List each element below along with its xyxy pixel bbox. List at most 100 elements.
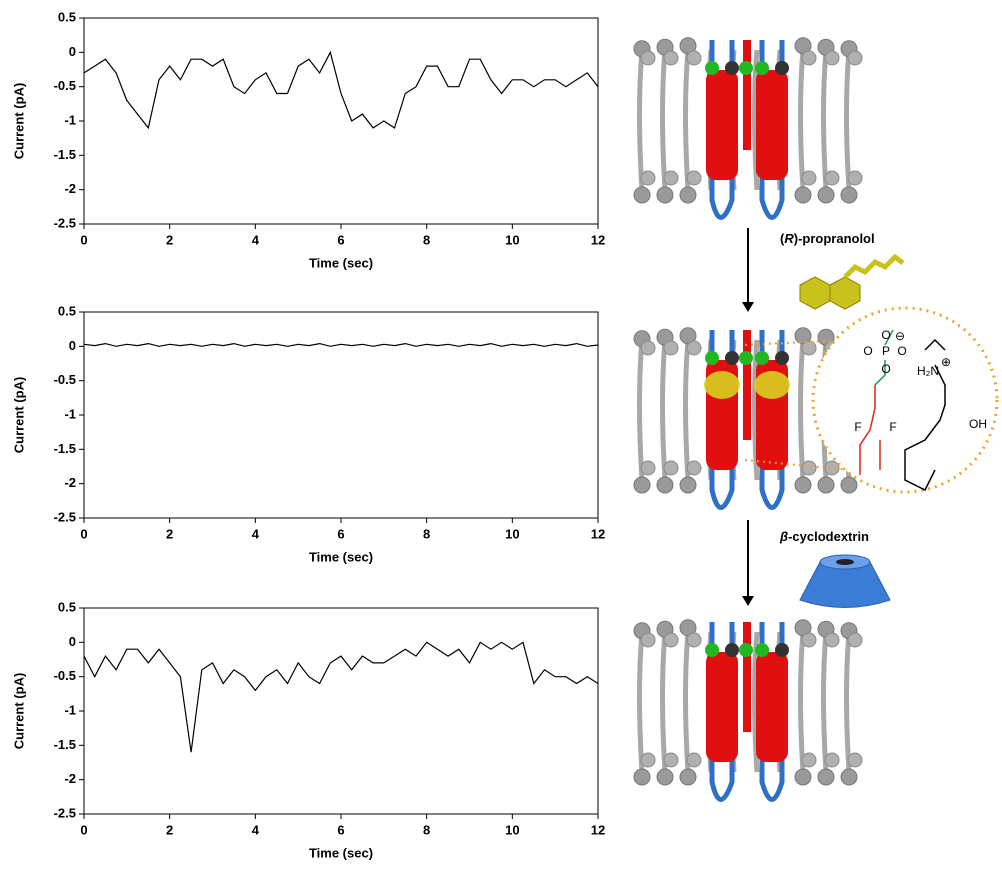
- propranolol-chain: [843, 253, 905, 279]
- lipid-head: [794, 768, 812, 786]
- lipid-tail: [844, 49, 852, 191]
- lipid-head: [847, 632, 863, 648]
- lipid-tail: [798, 631, 806, 773]
- ring-atom: [755, 351, 769, 365]
- ring-atom: [755, 61, 769, 75]
- y-tick-label: -2.5: [54, 805, 76, 820]
- x-tick-label: 2: [166, 822, 173, 837]
- y-tick-label: -0.5: [54, 668, 76, 683]
- y-tick-label: -1: [64, 702, 76, 717]
- lipid-tail: [637, 631, 645, 773]
- propranolol: [799, 276, 861, 310]
- protein-loop: [759, 40, 785, 220]
- x-tick-label: 8: [423, 232, 430, 247]
- lipid-head: [686, 632, 702, 648]
- ring-atom: [775, 61, 789, 75]
- protein-core: [756, 70, 788, 180]
- x-tick-label: 0: [80, 232, 87, 247]
- x-tick-label: 10: [505, 822, 519, 837]
- protein-loop: [759, 622, 785, 802]
- bound-drug: [754, 371, 790, 399]
- lipid-head: [824, 752, 840, 768]
- ring-atom: [725, 643, 739, 657]
- lipid-head: [640, 50, 656, 66]
- plot-frame: [83, 311, 599, 519]
- y-tick-label: -0.5: [54, 372, 76, 387]
- lipid-tail: [683, 631, 691, 773]
- atom-label: P: [882, 344, 890, 358]
- lipid-head: [840, 186, 858, 204]
- bond-black: [904, 338, 946, 492]
- step-label: β-cyclodextrin: [779, 529, 869, 544]
- label-part: (: [780, 231, 785, 246]
- lipid-tail: [660, 631, 668, 773]
- lipid-head: [633, 186, 651, 204]
- protein-loop: [759, 330, 785, 510]
- lipid-head: [847, 50, 863, 66]
- lipid-tail: [752, 49, 760, 191]
- atom-label: F: [889, 420, 896, 434]
- lipid-head: [686, 752, 702, 768]
- lipid-head: [663, 460, 679, 476]
- bond-red: [859, 385, 881, 475]
- trace: [83, 50, 599, 130]
- lipid-head: [817, 476, 835, 494]
- x-tick-label: 4: [252, 822, 260, 837]
- y-tick-label: -1.5: [54, 147, 76, 162]
- y-tick-label: -2: [64, 771, 76, 786]
- lipid-head: [679, 476, 697, 494]
- lipid-head: [640, 632, 656, 648]
- y-tick-label: 0: [69, 338, 76, 353]
- lipid-tail: [683, 339, 691, 481]
- atom-label: O: [881, 328, 890, 342]
- lipid-head: [640, 460, 656, 476]
- lipid-tail: [798, 339, 806, 481]
- lipid-head: [824, 170, 840, 186]
- x-tick-label: 10: [505, 232, 519, 247]
- x-tick-label: 8: [423, 526, 430, 541]
- atom-label: ⊕: [941, 355, 951, 369]
- x-tick-label: 0: [80, 822, 87, 837]
- y-axis-label: Current (pA): [11, 377, 26, 454]
- x-tick-label: 6: [337, 232, 344, 247]
- y-tick-label: 0: [69, 634, 76, 649]
- y-tick-label: 0.5: [58, 599, 76, 614]
- ring-atom: [725, 351, 739, 365]
- atom-label: H₂N: [917, 364, 939, 378]
- lipid-head: [663, 632, 679, 648]
- lipid-head: [686, 50, 702, 66]
- y-tick-label: -2: [64, 475, 76, 490]
- y-tick-label: -1: [64, 112, 76, 127]
- lipid-tail: [752, 631, 760, 773]
- x-tick-label: 4: [252, 232, 260, 247]
- pore-center: [743, 330, 751, 440]
- atom-label: OH: [969, 417, 987, 431]
- lipid-head: [794, 476, 812, 494]
- x-tick-label: 6: [337, 822, 344, 837]
- pore-center: [743, 622, 751, 732]
- lipid-head: [656, 768, 674, 786]
- protein-loop: [709, 330, 735, 510]
- atom-label: ⊖: [895, 329, 905, 343]
- y-tick-label: -1: [64, 406, 76, 421]
- x-axis-label: Time (sec): [309, 255, 373, 270]
- membrane: [633, 619, 863, 802]
- y-tick-label: 0: [69, 44, 76, 59]
- lipid-head: [679, 768, 697, 786]
- arrow-head: [742, 596, 754, 606]
- lipid-head: [801, 170, 817, 186]
- ring-atom: [755, 643, 769, 657]
- plot-frame: [83, 607, 599, 815]
- y-axis-label: Current (pA): [11, 83, 26, 160]
- lipid-tail: [660, 49, 668, 191]
- plot-frame: [83, 17, 599, 225]
- x-tick-label: 2: [166, 526, 173, 541]
- ring-atom: [725, 61, 739, 75]
- ring-atom: [775, 643, 789, 657]
- ring-atom: [775, 351, 789, 365]
- lipid-head: [640, 170, 656, 186]
- x-tick-label: 8: [423, 822, 430, 837]
- protein-core: [756, 652, 788, 762]
- lipid-head: [840, 476, 858, 494]
